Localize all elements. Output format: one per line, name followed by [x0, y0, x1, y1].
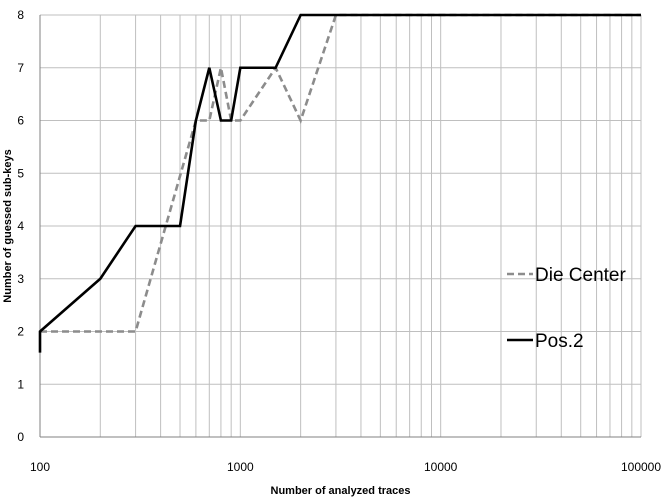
- x-tick-labels: 100 1000 10000 100000: [30, 460, 661, 474]
- axes: [39, 15, 641, 438]
- x-tick-label-100: 100: [30, 460, 50, 474]
- x-axis-title: Number of analyzed traces: [271, 485, 411, 497]
- x-tick-label-10000: 10000: [424, 460, 458, 474]
- series-lines: [38, 13, 641, 353]
- x-tick-label-1000: 1000: [227, 460, 254, 474]
- y-tick-label-0: 0: [17, 430, 24, 444]
- y-axis-title: Number of guessed sub-keys: [2, 149, 14, 302]
- legend-label-0: Die Center: [535, 265, 626, 286]
- y-tick-label-1: 1: [17, 377, 24, 391]
- x-tick-label-100000: 100000: [621, 460, 661, 474]
- y-tick-label-5: 5: [17, 166, 24, 180]
- legend-label-1: Pos.2: [535, 331, 584, 352]
- y-tick-label-4: 4: [17, 219, 24, 233]
- legend: Die Center Pos.2: [507, 265, 626, 352]
- series-line-pos-2: [38, 13, 641, 353]
- y-tick-label-3: 3: [17, 272, 24, 286]
- y-tick-label-2: 2: [17, 325, 24, 339]
- y-tick-label-8: 8: [17, 8, 24, 22]
- y-tick-label-6: 6: [17, 114, 24, 128]
- y-tick-labels: 0 1 2 3 4 5 6 7 8: [17, 8, 24, 444]
- y-tick-label-7: 7: [17, 61, 24, 75]
